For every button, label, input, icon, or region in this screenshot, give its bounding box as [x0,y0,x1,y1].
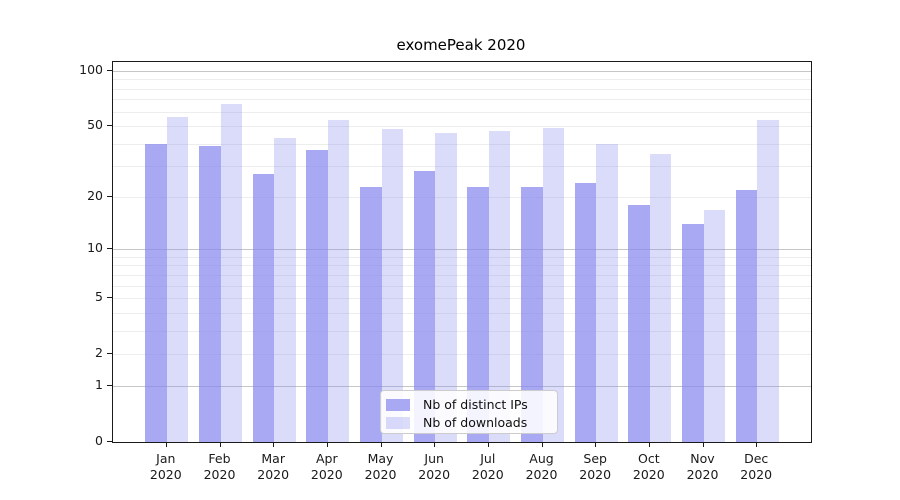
bar-nb-of-distinct-ips-jun-2020 [413,171,436,442]
legend-label-distinct-ips: Nb of distinct IPs [423,397,528,412]
y-gridline-major-1 [113,386,811,388]
y-gridline-minor-30 [113,166,811,167]
chart-title: exomePeak 2020 [396,36,526,54]
y-gridline-minor-7 [113,274,811,276]
y-tick-mark-10 [107,248,112,250]
bar-nb-of-downloads-feb-2020 [220,104,242,442]
y-tick-mark-100 [107,70,112,71]
y-tick-label-2: 2 [95,344,103,360]
bar-nb-of-downloads-oct-2020 [649,153,672,442]
x-tick-label-nov-2020: Nov 2020 [686,451,719,482]
x-tick-label-may-2020: May 2020 [364,451,397,482]
y-gridline-minor-80 [113,88,811,90]
y-tick-label-10: 10 [87,240,103,256]
bar-nb-of-distinct-ips-jan-2020 [145,143,167,442]
bar-nb-of-distinct-ips-dec-2020 [735,190,758,442]
y-tick-label-100: 100 [79,61,103,77]
y-tick-label-20: 20 [87,188,103,204]
bar-nb-of-distinct-ips-nov-2020 [682,224,704,442]
y-gridline-minor-20 [113,197,811,199]
bar-nb-of-downloads-may-2020 [381,129,403,442]
bar-nb-of-downloads-apr-2020 [327,119,350,442]
y-tick-mark-20 [107,196,112,198]
y-tick-label-5: 5 [95,288,103,304]
y-gridline-minor-8 [113,265,811,267]
y-gridline-minor-40 [113,143,811,145]
bar-nb-of-distinct-ips-jul-2020 [467,186,489,442]
y-gridline-minor-6 [113,285,811,287]
y-gridline-minor-9 [113,256,811,258]
x-tick-mark-nov-2020 [702,442,704,447]
bar-nb-of-distinct-ips-feb-2020 [199,145,221,442]
legend-item-downloads: Nb of downloads [386,415,549,431]
x-tick-label-jan-2020: Jan 2020 [149,451,182,482]
x-tick-label-mar-2020: Mar 2020 [257,451,290,482]
y-tick-mark-5 [107,297,112,298]
bar-nb-of-downloads-dec-2020 [757,119,779,442]
bar-nb-of-downloads-jun-2020 [435,132,457,442]
x-tick-label-jun-2020: Jun 2020 [418,451,451,482]
x-tick-mark-jul-2020 [487,442,489,447]
x-tick-mark-oct-2020 [648,442,650,447]
y-tick-mark-1 [107,385,112,387]
y-gridline-minor-50 [113,125,811,127]
x-tick-label-dec-2020: Dec 2020 [740,451,773,482]
y-tick-mark-50 [107,124,112,126]
y-tick-label-50: 50 [87,116,103,132]
bar-nb-of-distinct-ips-sep-2020 [574,183,597,442]
y-gridline-major-10 [113,249,811,251]
legend-item-distinct-ips: Nb of distinct IPs [386,397,549,413]
y-gridline-minor-5 [113,298,811,299]
y-gridline-minor-60 [113,111,811,113]
bar-nb-of-distinct-ips-may-2020 [360,186,382,442]
y-tick-label-1: 1 [95,377,103,393]
x-tick-label-sep-2020: Sep 2020 [579,451,612,482]
bar-nb-of-downloads-aug-2020 [542,127,564,442]
y-gridline-minor-70 [113,99,811,101]
bar-nb-of-distinct-ips-aug-2020 [521,186,543,442]
x-tick-mark-mar-2020 [273,442,275,447]
y-tick-label-0: 0 [95,432,103,448]
x-tick-label-oct-2020: Oct 2020 [632,451,665,482]
x-tick-mark-jun-2020 [434,442,436,447]
bar-nb-of-distinct-ips-mar-2020 [252,174,275,442]
bar-nb-of-downloads-mar-2020 [274,137,296,442]
x-tick-mark-may-2020 [380,442,382,447]
bar-nb-of-downloads-jul-2020 [488,130,511,442]
downloads-swatch-icon [386,417,410,429]
legend: Nb of distinct IPs Nb of downloads [380,390,558,434]
y-gridline-minor-4 [113,312,811,314]
bar-nb-of-downloads-sep-2020 [596,143,618,442]
x-tick-mark-aug-2020 [541,442,543,447]
y-tick-mark-0 [107,441,112,442]
plot-area [112,61,812,443]
bar-nb-of-downloads-nov-2020 [703,209,725,442]
y-gridline-major-100 [113,71,811,72]
x-tick-mark-apr-2020 [326,442,328,447]
y-tick-mark-2 [107,352,112,354]
distinct-ips-swatch-icon [386,399,410,411]
x-tick-label-apr-2020: Apr 2020 [310,451,343,482]
bar-nb-of-distinct-ips-apr-2020 [306,149,328,442]
x-tick-label-jul-2020: Jul 2020 [471,451,504,482]
y-gridline-minor-90 [113,79,811,81]
y-gridline-minor-2 [113,353,811,355]
x-tick-mark-dec-2020 [756,442,758,447]
legend-label-downloads: Nb of downloads [423,415,528,430]
bar-nb-of-downloads-jan-2020 [166,117,189,442]
bar-nb-of-distinct-ips-oct-2020 [628,205,650,442]
x-tick-label-feb-2020: Feb 2020 [203,451,236,482]
x-tick-mark-jan-2020 [165,442,167,447]
x-tick-label-aug-2020: Aug 2020 [525,451,558,482]
y-gridline-minor-3 [113,330,811,332]
x-tick-mark-sep-2020 [595,442,597,447]
x-tick-mark-feb-2020 [219,442,221,447]
